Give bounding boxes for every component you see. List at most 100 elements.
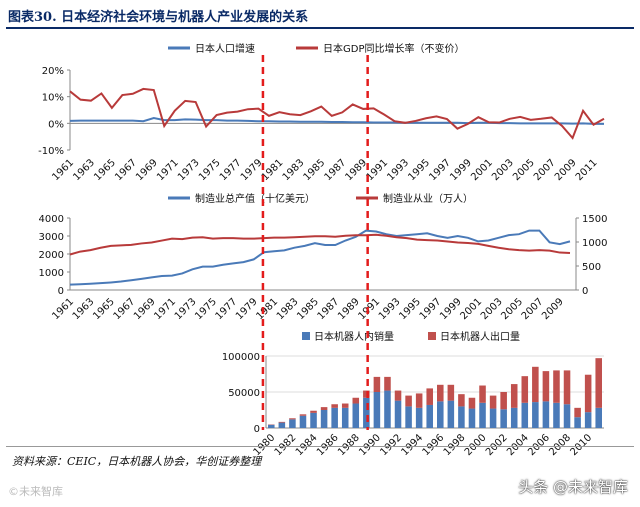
c3-bar-export: [426, 388, 433, 405]
c1-x-tick-label: 1993: [385, 157, 411, 183]
c3-bar-export: [405, 395, 412, 407]
c2-x-tick-label: 1997: [418, 296, 444, 322]
c3-bar-domestic: [289, 419, 296, 428]
watermark-right: 头条 @未来智库: [518, 478, 628, 496]
c2-x-tick-label: 1989: [336, 296, 362, 322]
c1-y-tick-label: -10%: [38, 146, 64, 157]
c2-x-tick-label: 2007: [520, 296, 546, 322]
c3-bar-export: [415, 393, 423, 408]
c3-bar-domestic: [458, 406, 465, 428]
c3-bar-export: [563, 370, 571, 405]
c3-bar-export: [553, 370, 560, 403]
c1-x-tick-label: 1977: [218, 157, 244, 183]
figure-title: 图表30. 日本经济社会环境与机器人产业发展的关系: [8, 10, 309, 25]
c3-bar-export: [489, 395, 497, 409]
c2-series-output-line: [69, 229, 571, 286]
c2-x-tick-label: 1971: [152, 296, 178, 322]
c3-legend-domestic-swatch: [302, 332, 310, 340]
c2-right-tick-label: 500: [582, 262, 601, 273]
c1-series-population-line: [69, 116, 604, 125]
c1-x-tick-label: 1973: [176, 157, 202, 183]
c3-bar-export: [468, 397, 476, 409]
c3-bar-domestic: [510, 407, 518, 428]
c3-bar-export: [437, 384, 444, 402]
c3-bar-export: [384, 376, 391, 391]
c2-x-tick-label: 1967: [112, 296, 138, 322]
c3-bar-domestic: [331, 407, 338, 428]
c2-x-tick-label: 1991: [356, 296, 382, 322]
c3-bar-domestic: [426, 404, 433, 428]
c1-x-tick-label: 2007: [532, 157, 558, 183]
c3-y-tick-label: 0: [254, 424, 260, 435]
c2-x-tick-label: 1993: [377, 296, 403, 322]
source-rule: [6, 446, 634, 447]
c3-bar-export: [584, 374, 592, 413]
c1-x-tick-label: 1963: [71, 157, 97, 183]
c1-x-tick-label: 1989: [344, 157, 370, 183]
c3-bar-domestic: [278, 422, 286, 428]
c3-bar-export: [521, 376, 529, 403]
c3-bar-domestic: [479, 402, 486, 428]
c2-left-tick-label: 3000: [39, 232, 64, 243]
c1-x-tick-label: 1983: [281, 157, 307, 183]
c3-y-tick-label: 100000: [222, 352, 260, 363]
watermark-left: ©未来智库: [8, 485, 63, 498]
c1-x-tick-label: 2003: [490, 157, 516, 183]
c3-bar-domestic: [268, 424, 275, 428]
c3-bar-domestic: [489, 408, 497, 428]
c2-right-tick-label: 1000: [582, 238, 607, 249]
c3-bar-export: [363, 390, 370, 398]
c1-x-tick-label: 2001: [469, 157, 495, 183]
c3-bar-domestic: [310, 412, 317, 428]
c3-bar-export: [352, 397, 360, 404]
c2-left-tick-label: 2000: [39, 250, 64, 261]
c1-x-tick-label: 1967: [113, 157, 139, 183]
c3-bar-export: [542, 371, 550, 402]
c1-x-tick-label: 1997: [427, 157, 453, 183]
c3-y-tick-label: 50000: [228, 388, 260, 399]
c3-bar-domestic: [563, 404, 571, 428]
c2-x-tick-label: 1979: [234, 296, 260, 322]
c3-bar-domestic: [341, 407, 349, 428]
c1-x-tick-label: 2005: [511, 157, 537, 183]
c1-y-tick-label: 10%: [42, 93, 64, 104]
c3-bar-export: [595, 358, 602, 408]
c2-x-tick-label: 1977: [214, 296, 240, 322]
c3-bar-export: [532, 366, 539, 403]
c2-x-tick-label: 2003: [479, 296, 505, 322]
c3-legend-export-swatch: [428, 332, 436, 340]
c1-x-tick-label: 1995: [406, 157, 432, 183]
c3-bar-domestic: [553, 402, 560, 428]
c1-x-tick-label: 1965: [92, 157, 118, 183]
c1-x-tick-label: 1987: [323, 157, 349, 183]
c3-bar-export: [373, 376, 381, 392]
c3-bar-domestic: [595, 407, 602, 428]
c3-bar-export: [331, 404, 338, 408]
c1-x-tick-label: 1969: [134, 157, 160, 183]
c1-x-tick-label: 1979: [239, 157, 265, 183]
c3-bar-export: [394, 390, 402, 401]
source-note: 资料来源：CEIC，日本机器人协会，华创证券整理: [12, 455, 262, 468]
c3-bar-export: [341, 403, 349, 408]
c2-left-tick-label: 4000: [39, 214, 64, 225]
c3-bar-domestic: [542, 401, 550, 428]
c2-series-employment-line: [69, 233, 571, 256]
c3-bar-export: [500, 392, 507, 410]
c2-x-tick-label: 1983: [275, 296, 301, 322]
c1-x-tick-label: 2011: [574, 157, 600, 183]
c3-bar-export: [299, 414, 307, 416]
c1-x-tick-label: 1961: [50, 157, 76, 183]
c3-bar-export: [447, 384, 455, 401]
c2-left-tick-label: 0: [58, 286, 64, 297]
c2-x-tick-label: 1985: [295, 296, 321, 322]
c3-bar-export: [320, 407, 328, 410]
c1-x-tick-label: 1999: [448, 157, 474, 183]
c2-x-tick-label: 2005: [499, 296, 525, 322]
c3-bar-domestic: [521, 402, 529, 428]
c2-x-tick-label: 1987: [316, 296, 342, 322]
c2-x-tick-label: 1961: [50, 296, 76, 322]
c3-bar-export: [574, 407, 581, 418]
c2-x-tick-label: 1999: [438, 296, 464, 322]
c1-x-tick-label: 1975: [197, 157, 223, 183]
